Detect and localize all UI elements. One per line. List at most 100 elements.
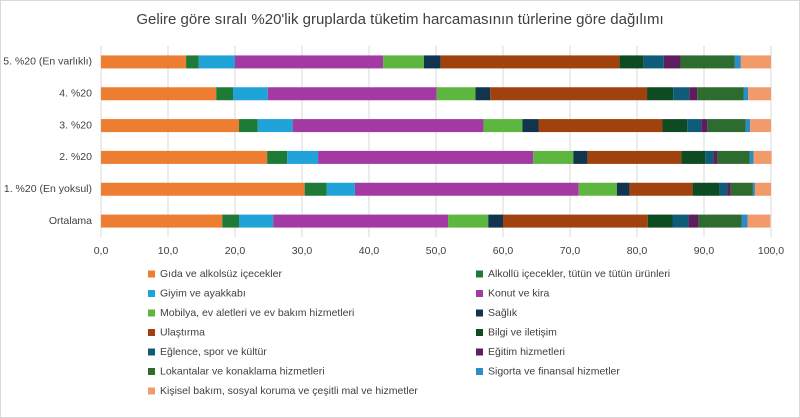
bar-segment (754, 182, 771, 196)
legend-label: Mobilya, ev aletleri ve ev bakım hizmetl… (160, 307, 354, 319)
legend-marker (476, 348, 483, 356)
legend-label: Ulaştırma (160, 326, 205, 338)
bar-segment (587, 150, 682, 164)
bar-segment (578, 182, 617, 196)
bar-segment (713, 150, 718, 164)
bar-segment (304, 182, 327, 196)
legend-marker (148, 290, 155, 297)
bar-segment (222, 214, 240, 228)
bar-segment (198, 55, 235, 69)
y-tick-label: 1. %20 (En yoksul) (4, 183, 92, 195)
bar-segment (326, 182, 355, 196)
legend-label: Eğitim hizmetleri (488, 346, 565, 358)
bar-segment (750, 119, 771, 133)
x-tick-label: 90,0 (694, 245, 715, 257)
legend-label: Alkollü içecekler, tütün ve tütün ürünle… (488, 268, 670, 280)
bar-segment (522, 119, 539, 133)
legend-label: Gıda ve alkolsüz içecekler (160, 268, 282, 280)
bar-segment (692, 182, 720, 196)
legend-marker (148, 329, 155, 336)
bar-segment (287, 150, 319, 164)
bar-segment (538, 119, 663, 133)
bar-segment (701, 119, 708, 133)
bar-segment (643, 55, 664, 69)
bar-segment (730, 182, 753, 196)
bar-segment (292, 119, 484, 133)
y-tick-label: 3. %20 (59, 119, 92, 131)
x-tick-label: 60,0 (493, 245, 514, 257)
legend-marker (148, 387, 155, 395)
x-tick-label: 0,0 (94, 245, 109, 257)
bar-segment (719, 182, 728, 196)
bar-segment (619, 55, 644, 69)
legend-label: Kişisel bakım, sosyal koruma ve çeşitli … (160, 385, 418, 397)
x-tick-label: 30,0 (292, 245, 313, 257)
bar-segment (727, 182, 731, 196)
bar-segment (503, 214, 648, 228)
bar-segment (616, 182, 630, 196)
bar-segment (273, 214, 449, 228)
y-tick-label: Ortalama (49, 215, 92, 227)
bar-segment (101, 214, 223, 228)
bar-segment (705, 150, 714, 164)
bar-segment (673, 87, 690, 101)
legend-label: Giyim ve ayakkabı (160, 287, 246, 299)
bar-segment (698, 214, 742, 228)
legend-label: Lokantalar ve konaklama hizmetleri (160, 365, 325, 377)
bar-segment (267, 150, 288, 164)
x-tick-label: 40,0 (359, 245, 380, 257)
bar-segment (662, 119, 688, 133)
bar-segment (687, 119, 702, 133)
legend-marker (148, 348, 155, 356)
bar-segment (647, 87, 674, 101)
bar-segment (672, 214, 689, 228)
bar-segment (663, 55, 681, 69)
legend-marker (476, 290, 483, 297)
bar-segment (475, 87, 491, 101)
legend-marker (476, 329, 483, 336)
bar-segment (752, 182, 755, 196)
bar-segment (354, 182, 579, 196)
y-tick-label: 5. %20 (En varlıklı) (3, 56, 92, 68)
bar-segment (257, 119, 293, 133)
legend-label: Sigorta ve finansal hizmetler (488, 365, 620, 377)
legend-marker (476, 309, 483, 317)
bar-segment (448, 214, 489, 228)
bar-segment (734, 55, 741, 69)
x-tick-label: 80,0 (627, 245, 648, 257)
bar-segment (483, 119, 523, 133)
bar-segment (573, 150, 588, 164)
bar-segment (488, 214, 503, 228)
bar-segment (318, 150, 534, 164)
bar-segment (680, 55, 735, 69)
legend-label: Konut ve kira (488, 287, 549, 299)
bar-segment (239, 119, 258, 133)
bar-segment (748, 87, 771, 101)
bar-segment (232, 87, 268, 101)
bar-segment (101, 182, 305, 196)
legend-marker (148, 309, 155, 317)
bar-segment (743, 87, 749, 101)
x-tick-label: 50,0 (426, 245, 447, 257)
bar-segment (436, 87, 476, 101)
x-tick-label: 100,0 (758, 245, 784, 257)
bar-segment (239, 214, 274, 228)
y-tick-label: 2. %20 (59, 151, 92, 163)
bar-segment (740, 55, 771, 69)
bar-segment (745, 119, 751, 133)
bar-segment (216, 87, 233, 101)
bar-segment (697, 87, 744, 101)
bar-segment (186, 55, 199, 69)
bar-segment (707, 119, 746, 133)
x-tick-label: 70,0 (560, 245, 581, 257)
legend-label: Eğlence, spor ve kültür (160, 346, 267, 358)
bar-segment (717, 150, 750, 164)
bar-segment (101, 119, 240, 133)
legend-marker (148, 270, 155, 278)
bar-segment (647, 214, 673, 228)
bar-segment (101, 55, 187, 69)
bar-segment (629, 182, 693, 196)
bar-segment (440, 55, 620, 69)
